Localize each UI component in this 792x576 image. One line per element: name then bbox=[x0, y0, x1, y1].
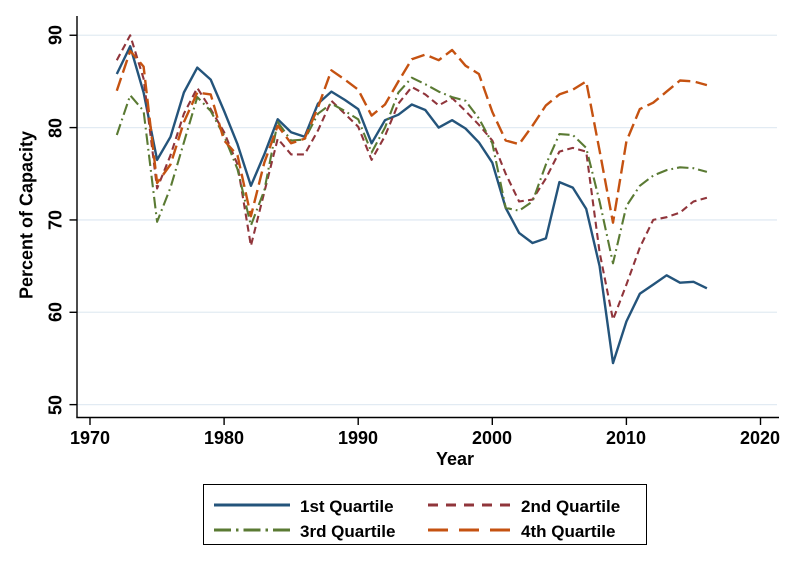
y-tick-label: 90 bbox=[45, 24, 66, 46]
legend-key-3rd-quartile bbox=[214, 528, 290, 532]
axes bbox=[69, 16, 779, 425]
gridlines bbox=[77, 34, 777, 406]
y-tick-label: 50 bbox=[45, 394, 66, 416]
legend: 1st Quartile 2nd Quartile 3rd Quartile 4… bbox=[203, 484, 647, 545]
legend-label-4th-quartile: 4th Quartile bbox=[521, 522, 616, 541]
x-tick-label: 1990 bbox=[337, 428, 379, 448]
legend-label-1st-quartile: 1st Quartile bbox=[300, 497, 394, 516]
y-tick-label: 70 bbox=[45, 209, 66, 231]
y-tick-label: 80 bbox=[45, 117, 66, 139]
x-tick-label: 2000 bbox=[471, 428, 513, 448]
legend-key-2nd-quartile bbox=[428, 503, 510, 507]
series-line-4th-quartile bbox=[115, 48, 708, 224]
y-tick-label: 60 bbox=[45, 301, 66, 323]
x-axis-title: Year bbox=[435, 449, 475, 469]
legend-key-4th-quartile bbox=[428, 528, 510, 532]
y-axis-title: Percent of Capacity bbox=[16, 130, 37, 300]
series-lines bbox=[115, 34, 708, 365]
x-tick-label: 2010 bbox=[605, 428, 647, 448]
x-tick-label: 2020 bbox=[739, 428, 781, 448]
legend-key-1st-quartile bbox=[214, 503, 290, 507]
series-line-3rd-quartile bbox=[115, 76, 708, 265]
plot-area bbox=[69, 16, 779, 425]
x-tick-label: 1970 bbox=[69, 428, 111, 448]
x-tick-label: 1980 bbox=[203, 428, 245, 448]
series-line-1st-quartile bbox=[115, 45, 708, 365]
legend-label-2nd-quartile: 2nd Quartile bbox=[521, 497, 621, 516]
legend-label-3rd-quartile: 3rd Quartile bbox=[300, 522, 396, 541]
